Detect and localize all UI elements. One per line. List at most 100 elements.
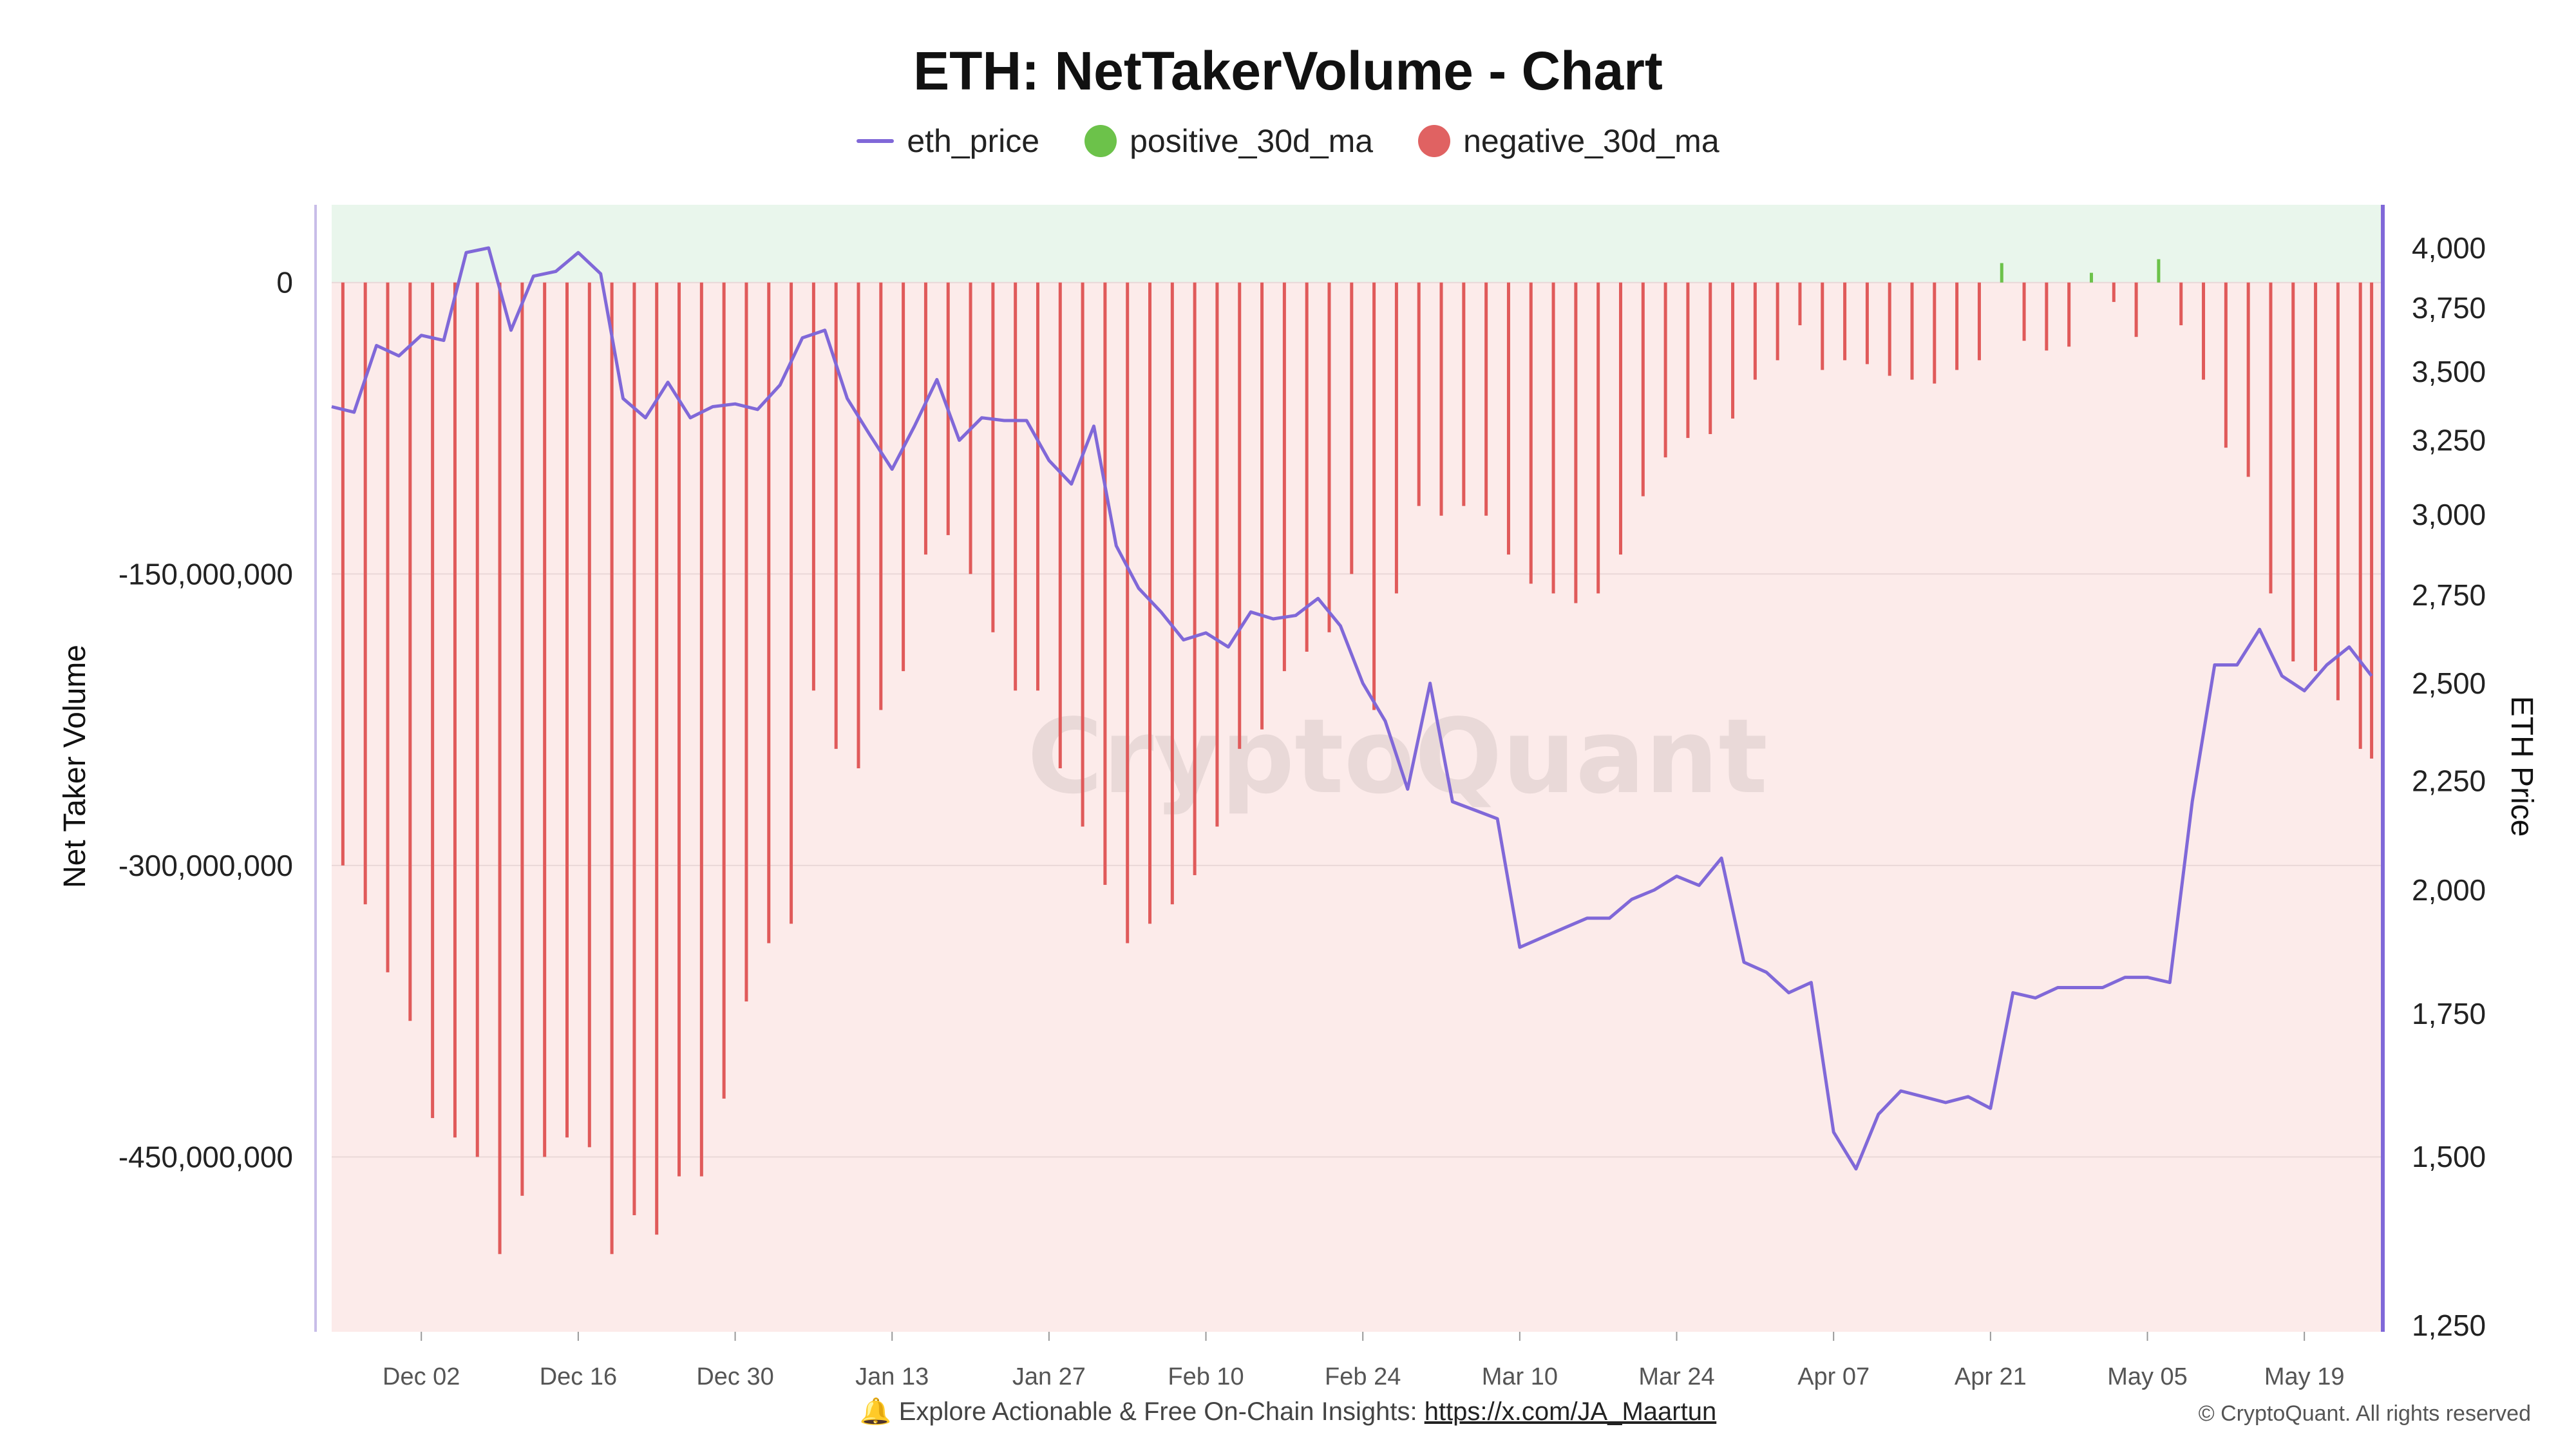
volume-bar <box>2269 282 2273 594</box>
volume-bar <box>744 282 748 1002</box>
volume-bar <box>2022 282 2026 341</box>
y-right-tick-label: 2,000 <box>2412 873 2486 907</box>
legend-dot-icon <box>1084 125 1117 157</box>
x-tick-label: May 05 <box>2107 1363 2188 1390</box>
legend-label-negative: negative_30d_ma <box>1463 123 1719 159</box>
volume-bar <box>1238 282 1242 749</box>
volume-bar <box>991 282 995 632</box>
volume-bar <box>1821 282 1824 370</box>
volume-bar <box>1350 282 1354 574</box>
copyright: © CryptoQuant. All rights reserved <box>2198 1401 2531 1426</box>
x-tick-label: Mar 10 <box>1482 1363 1558 1390</box>
volume-bar <box>1417 282 1421 506</box>
volume-bar <box>1506 282 1510 555</box>
legend-label-positive: positive_30d_ma <box>1130 123 1374 159</box>
x-tick-label: Jan 13 <box>855 1363 929 1390</box>
volume-bar <box>834 282 838 749</box>
volume-bar <box>1888 282 1891 376</box>
y-right-tick-label: 3,250 <box>2412 424 2486 457</box>
axes-group: 0 -150,000,000 -300,000,000 -450,000,000 1,2… <box>58 205 2539 1390</box>
volume-bar <box>475 282 479 1157</box>
x-tick-label: Jan 27 <box>1012 1363 1086 1390</box>
volume-bar <box>587 282 591 1148</box>
volume-bar <box>1933 282 1937 384</box>
volume-bar <box>2000 263 2003 283</box>
x-tick-label: Dec 16 <box>540 1363 617 1390</box>
chart-title: ETH: NetTakerVolume - Chart <box>913 41 1663 101</box>
volume-bar <box>341 282 345 866</box>
volume-bar <box>857 282 860 768</box>
volume-bar <box>1776 282 1779 361</box>
volume-bar <box>1282 282 1286 672</box>
volume-bar <box>2291 282 2295 662</box>
volume-bar <box>767 282 771 943</box>
volume-bar <box>1372 282 1376 710</box>
volume-bar <box>1103 282 1107 886</box>
volume-bar <box>1036 282 1039 691</box>
y-right-tick-label: 2,750 <box>2412 578 2486 612</box>
footer: 🔔 Explore Actionable & Free On-Chain Ins… <box>0 1396 2576 1426</box>
y-right-axis-title: ETH Price <box>2505 696 2539 837</box>
volume-bar <box>699 282 703 1177</box>
volume-bar <box>363 282 367 905</box>
y-right-tick-label: 1,500 <box>2412 1140 2486 1173</box>
y-right-tick-label: 2,500 <box>2412 667 2486 700</box>
volume-bar <box>923 282 927 555</box>
x-tick-label: Feb 24 <box>1325 1363 1401 1390</box>
volume-bar <box>1305 282 1309 652</box>
volume-bar <box>1484 282 1488 516</box>
volume-bar <box>1260 282 1264 730</box>
volume-bar <box>1170 282 1174 905</box>
volume-bar <box>520 282 524 1196</box>
volume-bar <box>1663 282 1667 458</box>
volume-bar <box>677 282 681 1177</box>
x-tick-label: Mar 24 <box>1638 1363 1714 1390</box>
y-left-tick-label: -450,000,000 <box>118 1140 293 1173</box>
volume-bar <box>386 282 390 972</box>
y-right-tick-label: 3,500 <box>2412 355 2486 388</box>
y-right-tick-label: 2,250 <box>2412 764 2486 798</box>
legend-item-negative[interactable]: negative_30d_ma <box>1418 122 1719 160</box>
volume-bar <box>498 282 502 1255</box>
volume-bar <box>1753 282 1757 380</box>
legend: eth_price positive_30d_ma negative_30d_m… <box>0 122 2576 160</box>
x-tick-label: Dec 02 <box>383 1363 460 1390</box>
y-left-axis-title: Net Taker Volume <box>58 645 92 888</box>
volume-bar <box>1596 282 1600 594</box>
x-tick-label: Apr 21 <box>1955 1363 2027 1390</box>
volume-bar <box>879 282 883 710</box>
footer-text: Explore Actionable & Free On-Chain Insig… <box>898 1397 1417 1426</box>
legend-label-eth-price: eth_price <box>907 123 1040 159</box>
volume-bar <box>408 282 412 1021</box>
y-left-tick-label: 0 <box>276 266 293 299</box>
volume-bar <box>1910 282 1914 380</box>
volume-bar <box>1193 282 1197 875</box>
y-left-tick-label: -150,000,000 <box>118 557 293 591</box>
volume-bar <box>1148 282 1152 924</box>
volume-bar <box>1709 282 1712 435</box>
volume-bar <box>2067 282 2071 347</box>
volume-bar <box>2358 282 2362 749</box>
legend-item-positive[interactable]: positive_30d_ma <box>1084 122 1373 160</box>
eth-price-line <box>331 246 2373 1171</box>
volume-bar <box>1574 282 1578 603</box>
bell-icon: 🔔 <box>859 1397 892 1426</box>
y-right-tick-label: 1,250 <box>2412 1309 2486 1342</box>
volume-bar <box>1843 282 1847 361</box>
volume-bar <box>431 282 435 1119</box>
volume-bar <box>2134 282 2138 337</box>
volume-bar <box>2246 282 2250 477</box>
volume-bar <box>1014 282 1018 691</box>
volume-bar <box>1126 282 1130 943</box>
volume-bar <box>2314 282 2318 672</box>
y-right-tick-label: 3,750 <box>2412 291 2486 325</box>
volume-bar <box>2370 282 2374 759</box>
legend-item-eth-price[interactable]: eth_price <box>857 122 1039 160</box>
y-right-tick-label: 1,750 <box>2412 997 2486 1030</box>
x-tick-label: Apr 07 <box>1797 1363 1870 1390</box>
volume-bar <box>1977 282 1981 361</box>
price-line-group <box>331 246 2373 1171</box>
footer-link[interactable]: https://x.com/JA_Maartun <box>1424 1397 1717 1426</box>
volume-bar <box>1731 282 1735 419</box>
